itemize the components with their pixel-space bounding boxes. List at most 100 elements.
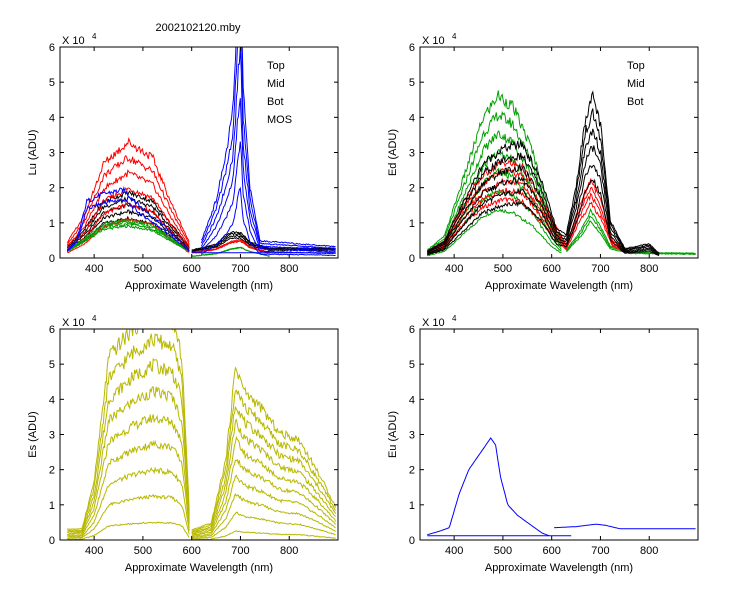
y-tick-label: 5 — [49, 77, 55, 89]
legend-entry-mid: Mid — [267, 78, 285, 90]
plot-frame — [419, 328, 699, 541]
series-group — [67, 329, 337, 540]
series-line-top — [191, 234, 336, 252]
series-group — [427, 437, 696, 537]
y-axis-label: Ed (ADU) — [387, 129, 399, 176]
y-tick-label: 1 — [49, 218, 55, 230]
series-line-bot — [67, 220, 190, 252]
exponent-value: 4 — [92, 32, 97, 41]
x-tick-label: 400 — [85, 545, 103, 557]
y-tick-label: 1 — [409, 218, 415, 230]
series-line-mos — [66, 185, 190, 252]
x-axis-label: Approximate Wavelength (nm) — [125, 280, 273, 292]
series-line-es — [67, 329, 190, 530]
series-line-mid — [66, 137, 190, 244]
series-line-mid — [66, 169, 190, 247]
series-line-mos — [201, 186, 336, 257]
y-tick-label: 4 — [49, 112, 55, 124]
series-line-mid — [67, 187, 190, 249]
series-line-mos — [66, 198, 190, 252]
x-tick-label: 600 — [543, 263, 561, 275]
x-tick-label: 400 — [85, 263, 103, 275]
series-line-mos — [200, 47, 336, 251]
y-tick-label: 6 — [49, 324, 55, 336]
x-tick-label: 400 — [445, 263, 463, 275]
series-line-mos — [200, 98, 336, 253]
chart-eu: 400 500 600 700 800 0 1 2 3 4 5 6 X 10 4 Approximate W… — [387, 314, 699, 574]
chart-es: 400 500 600 700 800 0 1 2 3 4 5 6 X 10 4 Approximate W… — [27, 314, 339, 574]
x-tick-label: 500 — [494, 545, 512, 557]
series-line-es — [191, 406, 337, 533]
x-tick-label: 400 — [445, 545, 463, 557]
series-line-bot — [67, 222, 190, 252]
x-tick-label: 800 — [640, 263, 658, 275]
series-line-es — [191, 389, 337, 532]
legend-entry-mid: Mid — [627, 78, 645, 90]
y-tick-label: 5 — [409, 77, 415, 89]
chart-lu: 400 500 600 700 800 0 1 2 3 4 5 6 X 10 4 Approximate W… — [27, 32, 339, 292]
y-tick-label: 6 — [49, 42, 55, 54]
series-line-mos — [200, 47, 336, 250]
y-tick-label: 6 — [409, 42, 415, 54]
series-line-mid — [427, 187, 567, 254]
y-tick-label: 3 — [49, 430, 55, 442]
series-line-es — [67, 493, 190, 539]
y-tick-label: 3 — [409, 148, 415, 160]
y-tick-label: 4 — [409, 394, 415, 406]
legend-entry-top: Top — [627, 60, 645, 72]
series-line-es — [191, 511, 336, 540]
chart-ed: 400 500 600 700 800 0 1 2 3 4 5 6 X 10 4 Approximate W… — [387, 32, 699, 292]
series-line-es — [191, 366, 337, 531]
series-line-es — [191, 474, 336, 537]
y-tick-label: 1 — [49, 500, 55, 512]
x-tick-label: 500 — [134, 263, 152, 275]
series-line-top — [427, 145, 660, 255]
series-group — [66, 47, 336, 257]
series-line-top — [427, 108, 660, 255]
legend-entry-mos: MOS — [267, 114, 292, 126]
x-tick-label: 800 — [640, 545, 658, 557]
series-line-es — [191, 418, 336, 534]
series-line-top — [66, 203, 190, 250]
x-tick-label: 800 — [280, 545, 298, 557]
y-tick-label: 0 — [49, 253, 55, 265]
x-tick-label: 500 — [494, 263, 512, 275]
y-tick-label: 4 — [49, 394, 55, 406]
exponent-label: X 10 — [422, 35, 445, 47]
x-tick-label: 600 — [543, 545, 561, 557]
series-line-es — [191, 530, 336, 540]
exponent-value: 4 — [452, 314, 457, 323]
x-axis-label: Approximate Wavelength (nm) — [485, 280, 633, 292]
series-line-mid — [66, 154, 190, 246]
y-axis-label: Eu (ADU) — [387, 411, 399, 458]
x-axis-label: Approximate Wavelength (nm) — [125, 562, 273, 574]
y-tick-label: 2 — [409, 183, 415, 195]
series-line-mid — [191, 239, 270, 253]
series-line-bot — [426, 208, 562, 257]
y-axis-label: Lu (ADU) — [27, 130, 39, 176]
legend-entry-top: Top — [267, 60, 285, 72]
y-axis-label: Es (ADU) — [27, 411, 39, 457]
exponent-label: X 10 — [422, 317, 445, 329]
y-tick-label: 2 — [49, 465, 55, 477]
series-line-es — [191, 458, 337, 537]
series-line-es — [67, 466, 190, 538]
exponent-value: 4 — [92, 314, 97, 323]
series-line-mos — [200, 141, 336, 255]
series-line-top — [426, 90, 660, 254]
figure-title: 2002102120.mby — [155, 22, 241, 34]
y-tick-label: 6 — [409, 324, 415, 336]
y-tick-label: 0 — [409, 253, 415, 265]
x-tick-label: 500 — [134, 545, 152, 557]
series-line-es — [67, 521, 190, 540]
exponent-label: X 10 — [62, 35, 85, 47]
x-tick-label: 800 — [280, 263, 298, 275]
series-line-es — [67, 439, 190, 537]
series-line-mid — [565, 201, 630, 255]
x-tick-label: 600 — [183, 545, 201, 557]
series-line-mos — [200, 47, 336, 248]
series-line-top — [426, 178, 660, 257]
x-tick-label: 700 — [591, 545, 609, 557]
y-tick-label: 1 — [409, 500, 415, 512]
